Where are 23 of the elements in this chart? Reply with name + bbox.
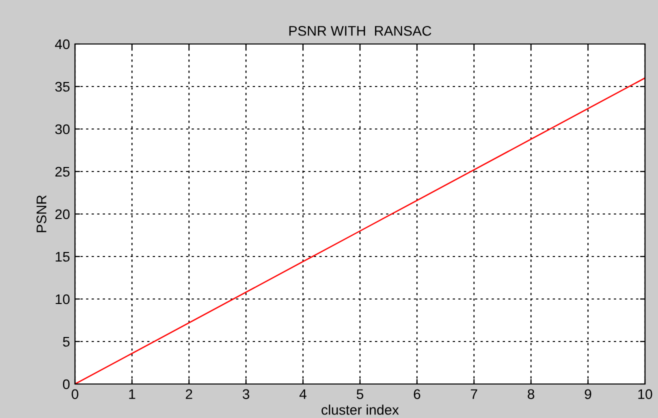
- x-tick-label: 7: [470, 389, 478, 399]
- y-tick-label: 40: [55, 39, 70, 50]
- y-axis-title: PSNR: [36, 195, 46, 232]
- x-tick-label: 0: [72, 389, 78, 400]
- x-tick-label: 1: [129, 389, 136, 399]
- x-tick-label: 6: [414, 389, 420, 400]
- y-tick-label: 35: [55, 82, 70, 92]
- y-tick-label: 15: [56, 252, 70, 262]
- y-tick-label: 20: [55, 209, 70, 220]
- x-tick-label: 8: [528, 389, 534, 400]
- x-axis-title: cluster index: [322, 404, 399, 415]
- y-tick-label: 5: [62, 336, 70, 347]
- y-tick-label: 0: [62, 379, 70, 390]
- x-tick-label: 10: [638, 389, 652, 400]
- x-tick-label: 4: [299, 389, 306, 399]
- x-tick-label: 9: [584, 389, 592, 400]
- chart-title: PSNR WITH RANSAC: [289, 26, 432, 36]
- x-tick-label: 5: [356, 389, 364, 400]
- x-tick-label: 2: [186, 389, 192, 399]
- y-tick-label: 10: [56, 294, 70, 304]
- y-tick-label: 30: [55, 124, 70, 134]
- y-tick-label: 25: [55, 166, 70, 177]
- x-tick-label: 3: [242, 389, 250, 400]
